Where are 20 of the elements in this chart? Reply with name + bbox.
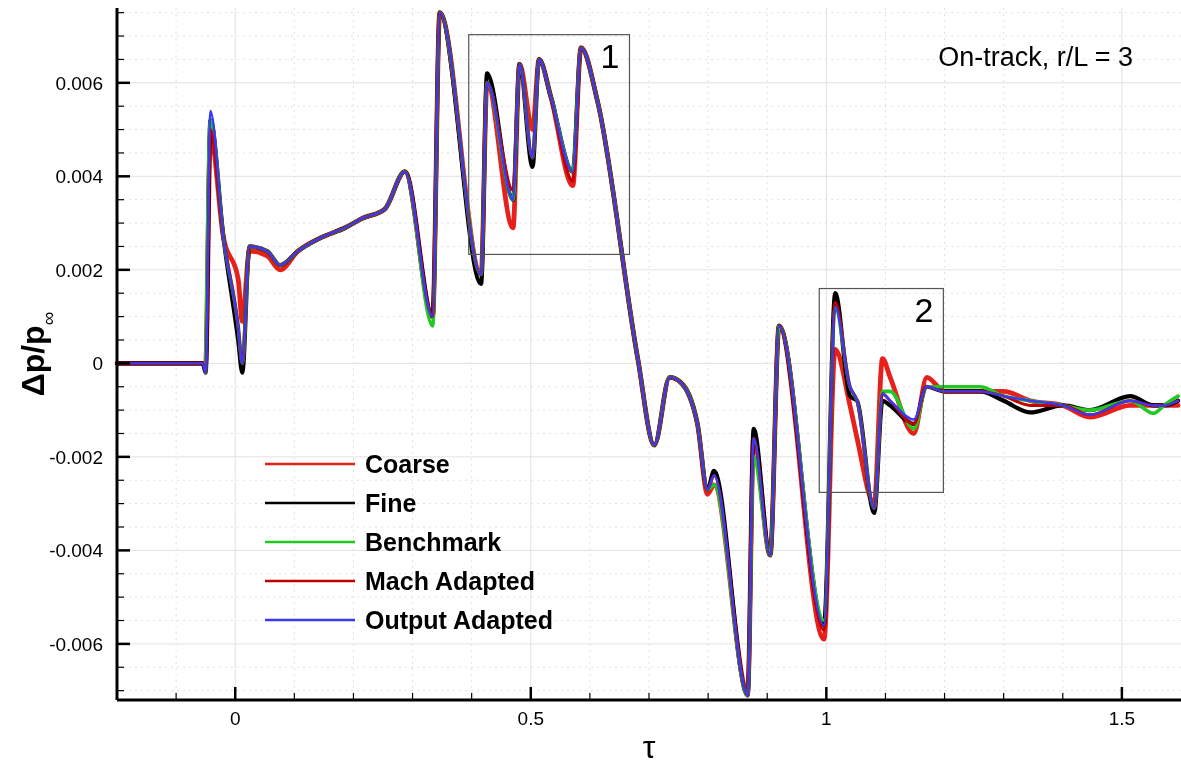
- y-tick-label: -0.006: [49, 633, 103, 655]
- y-tick-label: -0.004: [49, 540, 104, 562]
- y-tick-label: 0.002: [55, 259, 103, 281]
- y-tick-label: 0.006: [55, 72, 103, 94]
- legend-label: Benchmark: [365, 528, 502, 556]
- y-tick-label: -0.002: [49, 446, 103, 468]
- x-tick-label: 1.5: [1108, 708, 1136, 729]
- text: On-track, r/L = 3: [938, 42, 1133, 72]
- legend-label: Coarse: [365, 450, 450, 478]
- y-tick-label: 0.004: [55, 166, 104, 188]
- annotation: 2: [914, 290, 934, 329]
- x-tick-label: 1: [821, 708, 832, 729]
- legend-label: Mach Adapted: [365, 567, 535, 595]
- annotation: 1: [600, 36, 620, 75]
- y-tick-label: 0: [92, 353, 103, 375]
- x-tick-label: 0: [229, 708, 241, 729]
- legend-label: Fine: [365, 489, 417, 517]
- x-tick-label: 0.5: [517, 708, 544, 729]
- legend-label: Output Adapted: [365, 606, 553, 634]
- x-axis-title: τ: [642, 729, 656, 764]
